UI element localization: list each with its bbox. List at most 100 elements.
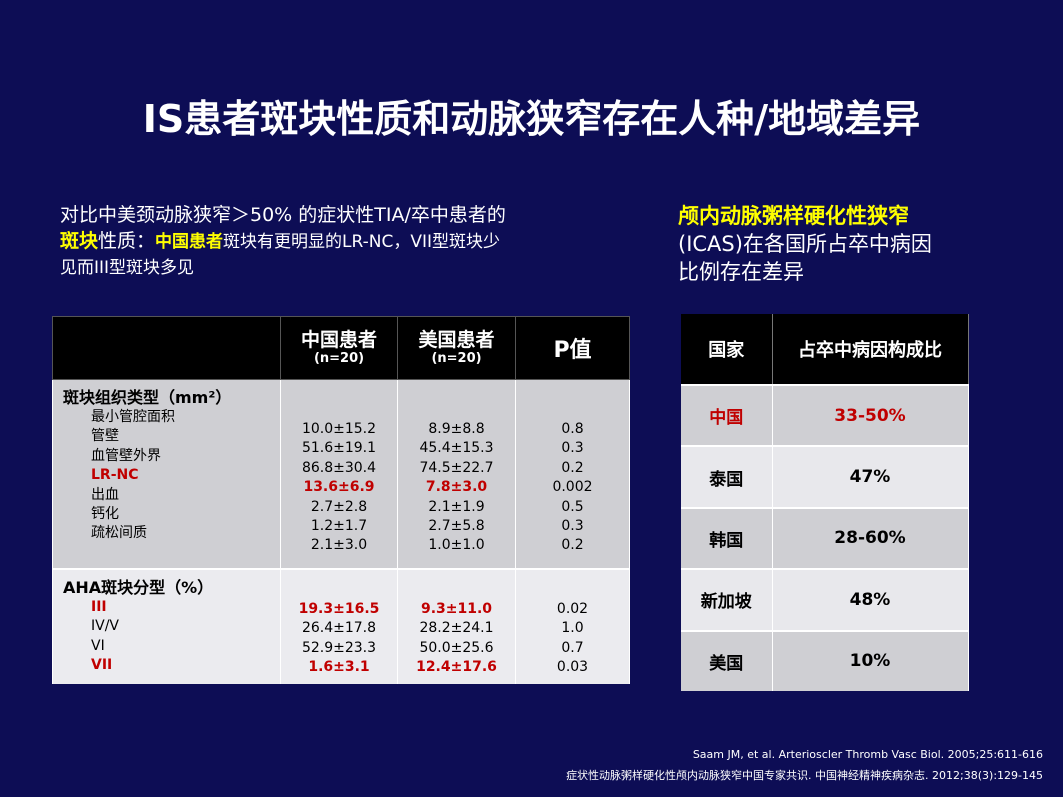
- reference-1: Saam JM, et al. Arterioscler Thromb Vasc…: [692, 748, 1043, 761]
- aha-us-cell: 9.3±11.0 28.2±24.1 50.0±25.6 12.4±17.6: [397, 569, 516, 684]
- intro-text-nature: 性质：: [98, 230, 156, 252]
- list-item: 0.5: [561, 498, 584, 515]
- list-item: 10.0±15.2: [301, 421, 377, 437]
- list-item: 2.7±5.8: [428, 518, 485, 535]
- list-item: 0.2: [561, 537, 584, 554]
- table-row: 韩国 28-60%: [681, 506, 969, 570]
- tissue-label-cell: 斑块组织类型（mm²） 最小管腔面积 管壁血管壁外界 LR-NC 出血钙化疏松间质: [52, 379, 281, 570]
- plaque-comparison-table: 中国患者 (n=20) 美国患者 (n=20) P值 斑块组织类型（mm²） 最…: [52, 316, 630, 684]
- aha-p-values: 0.02 1.0 0.7 0.03: [516, 600, 629, 678]
- tissue-china-values: 10.0±15.2 51.6±19.1 86.8±30.4 13.6±6.9 2.7±2…: [281, 420, 397, 556]
- header-p-label: P值: [553, 338, 592, 363]
- tissue-china-cell: 10.0±15.2 51.6±19.1 86.8±30.4 13.6±6.9 2.7±2…: [280, 379, 398, 570]
- aha-p-cell: 0.02 1.0 0.7 0.03: [515, 569, 630, 684]
- aha-china-values: 19.3±16.5 26.4±17.8 52.9±23.3 1.6±3.1: [281, 600, 397, 678]
- list-item: 51.6±19.1: [301, 440, 377, 457]
- aha-us-values: 9.3±11.0 28.2±24.1 50.0±25.6 12.4±17.6: [398, 600, 515, 678]
- header-us-n: (n=20): [431, 351, 482, 366]
- intro-text-detail: 斑块有更明显的LR-NC，VII型斑块少: [223, 232, 501, 252]
- right-intro-text: 颅内动脉粥样硬化性狭窄 (ICAS)在各国所占卒中病因 比例存在差异: [678, 202, 1018, 286]
- list-item: 1.0±1.0: [428, 537, 485, 554]
- list-item: 0.8: [561, 421, 584, 437]
- intro-text: 对比中美颈动脉狭窄＞50% 的症状性TIA/卒中患者的 斑块性质：中国患者斑块有…: [60, 202, 620, 281]
- list-item: 出血: [91, 486, 119, 503]
- header-us-label: 美国患者: [418, 329, 495, 351]
- tissue-p-values: 0.8 0.3 0.2 0.002 0.5 0.3 0.2: [516, 420, 629, 556]
- ratio-cell: 48%: [772, 568, 969, 631]
- list-item: 0.7: [561, 639, 584, 656]
- list-item: 0.3: [561, 518, 584, 535]
- table-row: 中国 33-50%: [681, 383, 969, 447]
- header-p: P值: [515, 316, 630, 380]
- header-us: 美国患者 (n=20): [397, 316, 516, 380]
- list-item: 钙化: [91, 506, 119, 523]
- table-header-row: 中国患者 (n=20) 美国患者 (n=20) P值: [52, 316, 630, 380]
- country-cell: 韩国: [681, 506, 773, 570]
- list-item: 52.9±23.3: [301, 639, 377, 656]
- list-item: 12.4±17.6: [416, 659, 497, 676]
- tissue-us-cell: 8.9±8.8 45.4±15.3 74.5±22.7 7.8±3.0 2.1±1.9 2…: [397, 379, 516, 570]
- slide-title: IS患者斑块性质和动脉狭窄存在人种/地域差异: [142, 97, 921, 141]
- table-row: 美国 10%: [681, 629, 969, 691]
- header-china-n: (n=20): [313, 351, 365, 366]
- table-row: 泰国 47%: [681, 445, 969, 508]
- list-item: 1.2±1.7: [310, 518, 368, 535]
- tissue-us-values: 8.9±8.8 45.4±15.3 74.5±22.7 7.8±3.0 2.1±1.9 2…: [398, 420, 515, 556]
- list-item: VII: [91, 657, 113, 674]
- list-item: III: [91, 599, 107, 615]
- right-intro-line-1: 颅内动脉粥样硬化性狭窄: [678, 204, 909, 228]
- list-item: 最小管腔面积: [91, 409, 175, 425]
- intro-highlight-plaque: 斑块: [60, 230, 99, 252]
- list-item: 26.4±17.8: [301, 620, 377, 637]
- tissue-p-cell: 0.8 0.3 0.2 0.002 0.5 0.3 0.2: [515, 379, 630, 570]
- list-item: 0.02: [556, 601, 589, 617]
- list-item: 50.0±25.6: [419, 639, 494, 656]
- icas-header-ratio: 占卒中病因构成比: [772, 314, 969, 385]
- icas-header-country: 国家: [681, 314, 773, 385]
- icas-ratio-table: 国家 占卒中病因构成比 中国 33-50% 泰国 47% 韩国 28-60% 新…: [681, 314, 969, 691]
- list-item: 疏松间质: [91, 525, 147, 542]
- list-item: 管壁: [91, 428, 119, 445]
- list-item: 28.2±24.1: [419, 620, 494, 637]
- reference-2: 症状性动脉粥样硬化性颅内动脉狭窄中国专家共识. 中国神经精神疾病杂志. 2012…: [566, 769, 1043, 782]
- list-item: VI: [91, 637, 105, 654]
- table-row-tissue-type: 斑块组织类型（mm²） 最小管腔面积 管壁血管壁外界 LR-NC 出血钙化疏松间质 1…: [52, 379, 630, 570]
- header-china-label: 中国患者: [300, 329, 377, 351]
- intro-highlight-chinese: 中国患者: [155, 232, 224, 252]
- ratio-cell: 10%: [772, 629, 969, 691]
- icas-header-row: 国家 占卒中病因构成比: [681, 314, 969, 385]
- list-item: 13.6±6.9: [303, 479, 375, 496]
- list-item: 0.3: [561, 440, 584, 457]
- right-intro-line-2: (ICAS)在各国所占卒中病因: [678, 232, 932, 256]
- list-item: 8.9±8.8: [428, 421, 485, 437]
- list-item: IV/V: [91, 618, 119, 635]
- tissue-item-list: 最小管腔面积 管壁血管壁外界 LR-NC 出血钙化疏松间质: [63, 408, 280, 544]
- list-item: 1.6±3.1: [308, 659, 370, 676]
- list-item: 74.5±22.7: [419, 459, 494, 476]
- list-item: 1.0: [561, 620, 584, 637]
- header-china: 中国患者 (n=20): [280, 316, 398, 380]
- table-row: 新加坡 48%: [681, 568, 969, 631]
- list-item: 0.2: [561, 459, 584, 476]
- country-cell: 中国: [681, 383, 773, 447]
- list-item: 0.002: [552, 479, 593, 496]
- list-item: 86.8±30.4: [301, 459, 377, 476]
- list-item: 2.1±3.0: [310, 537, 368, 554]
- header-empty-cell: [52, 316, 281, 380]
- list-item: 9.3±11.0: [420, 601, 493, 617]
- intro-line-3: 见而III型斑块多见: [60, 258, 195, 278]
- country-cell: 美国: [681, 629, 773, 691]
- table-row-aha-type: AHA斑块分型（%） III IV/V VI VII 19.3±16.5 26.4±17…: [52, 569, 630, 684]
- list-item: 血管壁外界: [91, 447, 161, 464]
- ratio-cell: 47%: [772, 445, 969, 508]
- right-intro-line-3: 比例存在差异: [678, 260, 804, 284]
- country-cell: 泰国: [681, 445, 773, 508]
- intro-line-2: 斑块性质：中国患者斑块有更明显的LR-NC，VII型斑块少: [60, 228, 620, 255]
- list-item: 2.1±1.9: [428, 498, 485, 515]
- tissue-group-title: 斑块组织类型（mm²）: [63, 388, 232, 407]
- list-item: 19.3±16.5: [298, 601, 380, 617]
- list-item: LR-NC: [91, 467, 139, 484]
- aha-china-cell: 19.3±16.5 26.4±17.8 52.9±23.3 1.6±3.1: [280, 569, 398, 684]
- list-item: 0.03: [556, 659, 589, 676]
- aha-group-title: AHA斑块分型（%）: [63, 578, 214, 597]
